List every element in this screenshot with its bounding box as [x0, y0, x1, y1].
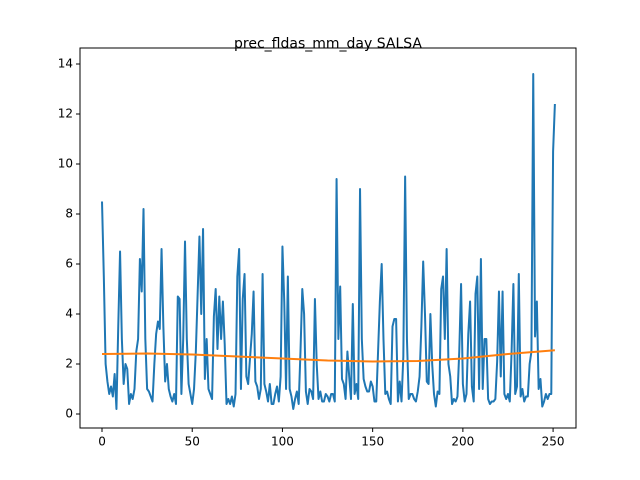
- y-tick-label: 8: [65, 207, 73, 221]
- y-tick-label: 12: [58, 107, 73, 121]
- chart-title: prec_fldas_mm_day SALSA: [234, 36, 422, 52]
- data-line: [101, 349, 555, 363]
- y-tick-label: 10: [58, 157, 73, 171]
- y-tick-label: 0: [65, 407, 73, 421]
- y-tick-label: 4: [65, 307, 73, 321]
- x-tick-label: 250: [542, 435, 565, 449]
- x-tick-label: 100: [271, 435, 294, 449]
- x-tick-label: 0: [98, 435, 106, 449]
- y-tick-label: 14: [58, 57, 73, 71]
- y-tick-label: 6: [65, 257, 73, 271]
- data-line: [101, 73, 556, 410]
- plot-frame: [79, 47, 577, 429]
- y-tick-label: 2: [65, 357, 73, 371]
- x-tick-label: 150: [361, 435, 384, 449]
- x-tick-label: 200: [451, 435, 474, 449]
- x-tick-label: 50: [185, 435, 200, 449]
